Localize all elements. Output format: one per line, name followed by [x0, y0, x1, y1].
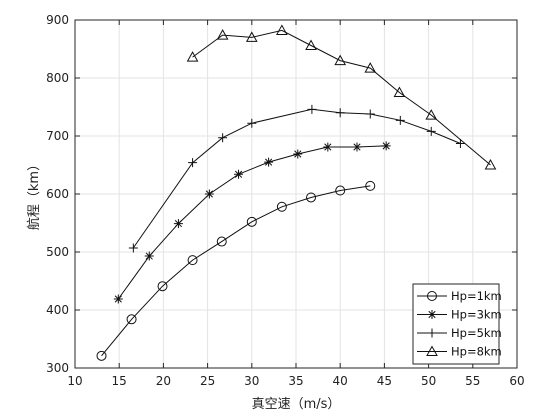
- data-point-triangle: [426, 345, 438, 356]
- data-point-plus: [455, 139, 465, 149]
- series-line: [117, 145, 387, 300]
- data-point-plus: [365, 109, 375, 119]
- data-point-circle: [96, 350, 107, 361]
- data-point-circle: [335, 185, 346, 196]
- data-point-asterisk: [381, 141, 391, 151]
- data-point-plus: [395, 115, 405, 125]
- data-point-plus: [427, 328, 437, 338]
- x-tick-label: 15: [112, 374, 127, 388]
- x-tick-label: 60: [509, 374, 524, 388]
- data-point-triangle: [334, 54, 347, 66]
- legend-entry: Hp=1km: [417, 289, 502, 303]
- y-axis-title: 航程（km）: [26, 158, 42, 230]
- y-tick-label: 500: [46, 245, 69, 259]
- data-point-circle: [126, 314, 137, 325]
- legend: Hp=1km Hp=3km Hp=5km Hp=8km: [412, 283, 502, 365]
- data-point-plus: [307, 104, 317, 114]
- data-point-asterisk: [323, 142, 333, 152]
- series-4: [186, 24, 497, 170]
- legend-entry: Hp=3km: [417, 308, 502, 322]
- data-point-asterisk: [427, 310, 437, 319]
- data-point-circle: [365, 180, 376, 191]
- y-tick-label: 900: [46, 13, 69, 27]
- series-layer: [96, 24, 497, 361]
- y-tick-label: 300: [46, 361, 69, 375]
- data-point-circle: [306, 192, 317, 203]
- data-point-circle: [216, 236, 227, 247]
- legend-label: Hp=3km: [451, 308, 502, 322]
- data-point-triangle: [305, 39, 317, 51]
- data-point-asterisk: [234, 169, 244, 179]
- legend-entry: Hp=5km: [417, 326, 502, 340]
- y-tick-label: 700: [46, 129, 69, 143]
- data-point-circle: [246, 216, 257, 227]
- legend-entry: Hp=8km: [417, 345, 502, 359]
- data-point-triangle: [425, 109, 438, 120]
- legend-label: Hp=5km: [451, 326, 502, 340]
- data-point-triangle: [393, 86, 406, 97]
- x-tick-label: 20: [156, 374, 171, 388]
- data-point-triangle: [276, 24, 288, 35]
- data-point-plus: [247, 118, 257, 128]
- series-2: [113, 141, 391, 304]
- series-line: [101, 185, 371, 357]
- data-point-plus: [128, 243, 138, 253]
- data-point-circle: [157, 281, 168, 292]
- x-tick-label: 35: [288, 374, 303, 388]
- data-point-circle: [276, 201, 287, 212]
- series-1: [96, 180, 376, 361]
- y-tick-label: 400: [46, 303, 69, 317]
- x-tick-label: 10: [67, 374, 82, 388]
- data-point-plus: [188, 158, 198, 168]
- x-tick-label: 30: [244, 374, 259, 388]
- data-point-circle: [187, 255, 198, 266]
- y-tick-label: 600: [46, 187, 69, 201]
- data-point-asterisk: [173, 219, 183, 229]
- x-tick-label: 45: [377, 374, 392, 388]
- series-line: [192, 29, 491, 166]
- data-point-asterisk: [113, 294, 123, 304]
- data-point-asterisk: [293, 149, 303, 159]
- data-point-plus: [335, 108, 345, 118]
- data-point-triangle: [484, 158, 497, 170]
- series-line: [132, 108, 461, 249]
- legend-label: Hp=8km: [451, 345, 502, 359]
- data-point-plus: [426, 126, 436, 136]
- data-point-asterisk: [144, 251, 154, 261]
- data-point-circle: [427, 291, 437, 301]
- data-point-plus: [218, 133, 228, 143]
- axis-ticks: 10 15 20 25 30 35 40 45 50 55 60 300 400 500 600 700 800…: [46, 13, 525, 388]
- x-tick-label: 40: [333, 374, 348, 388]
- x-tick-label: 25: [200, 374, 215, 388]
- x-tick-label: 50: [421, 374, 436, 388]
- series-3: [128, 104, 465, 253]
- data-point-triangle: [216, 29, 229, 40]
- legend-label: Hp=1km: [451, 289, 502, 303]
- data-point-triangle: [186, 51, 199, 62]
- data-point-asterisk: [204, 189, 214, 199]
- data-point-triangle: [245, 31, 258, 42]
- data-point-asterisk: [264, 157, 274, 167]
- x-axis-title: 真空速（m/s）: [252, 397, 341, 412]
- data-point-triangle: [364, 62, 377, 73]
- y-tick-label: 800: [46, 71, 69, 85]
- data-point-asterisk: [352, 142, 362, 152]
- x-tick-label: 55: [465, 374, 480, 388]
